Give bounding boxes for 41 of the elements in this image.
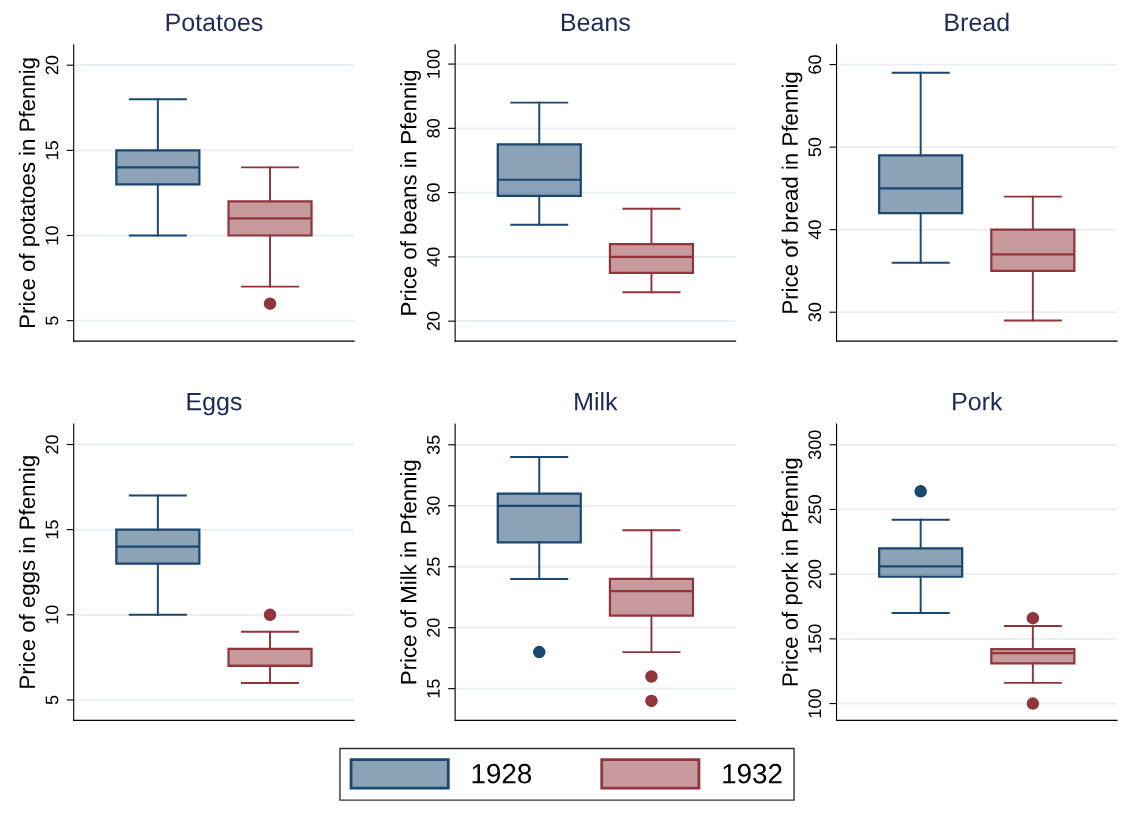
y-tick-label: 30 (426, 496, 440, 516)
y-tick-label: 15 (427, 679, 440, 698)
y-axis-title: Price of beans in Pfennig (400, 70, 421, 315)
y-tick-label: 100 (808, 689, 822, 718)
y-tick-label: 20 (426, 618, 440, 637)
y-tick-label: 5 (45, 695, 59, 705)
legend-label: 1928 (472, 763, 532, 784)
y-tick-label: 40 (808, 220, 822, 240)
y-tick-label: 30 (808, 302, 822, 322)
y-tick-label: 25 (426, 557, 440, 576)
y-axis-title: Price of potatoes in Pfennig (18, 58, 40, 327)
chart-title: Eggs (187, 392, 242, 416)
y-axis-title: Price of bread in Pfennig (781, 72, 803, 313)
y-tick-label: 60 (808, 55, 822, 74)
y-tick-label: 50 (808, 137, 822, 157)
chart-title: Potatoes (166, 13, 263, 32)
y-tick-label: 15 (45, 141, 59, 160)
y-tick-label: 200 (808, 559, 822, 589)
chart-title: Milk (575, 392, 618, 411)
y-axis-title: Price of eggs in Pfennig (18, 456, 40, 688)
y-axis-title: Price of pork in Pfennig (781, 458, 803, 686)
y-tick-label: 10 (45, 605, 59, 624)
legend-label: 1932 (723, 763, 782, 784)
y-tick-label: 5 (45, 316, 59, 325)
y-tick-label: 80 (426, 119, 440, 138)
y-tick-label: 40 (426, 247, 440, 267)
y-tick-label: 250 (808, 495, 822, 524)
y-tick-label: 300 (808, 430, 822, 460)
chart-title: Beans (561, 13, 630, 32)
y-tick-label: 150 (808, 624, 822, 653)
y-axis-title: Price of Milk in Pfennig (400, 460, 421, 684)
y-tick-label: 20 (45, 435, 59, 454)
y-tick-label: 15 (45, 520, 59, 539)
y-tick-label: 20 (426, 311, 440, 331)
y-tick-label: 60 (426, 183, 440, 202)
y-tick-label: 35 (426, 435, 440, 455)
chart-title: Pork (953, 392, 1003, 411)
y-tick-label: 10 (45, 226, 59, 245)
y-tick-label: 20 (45, 55, 59, 75)
chart-title: Bread (945, 12, 1009, 32)
y-tick-label: 100 (426, 49, 440, 78)
